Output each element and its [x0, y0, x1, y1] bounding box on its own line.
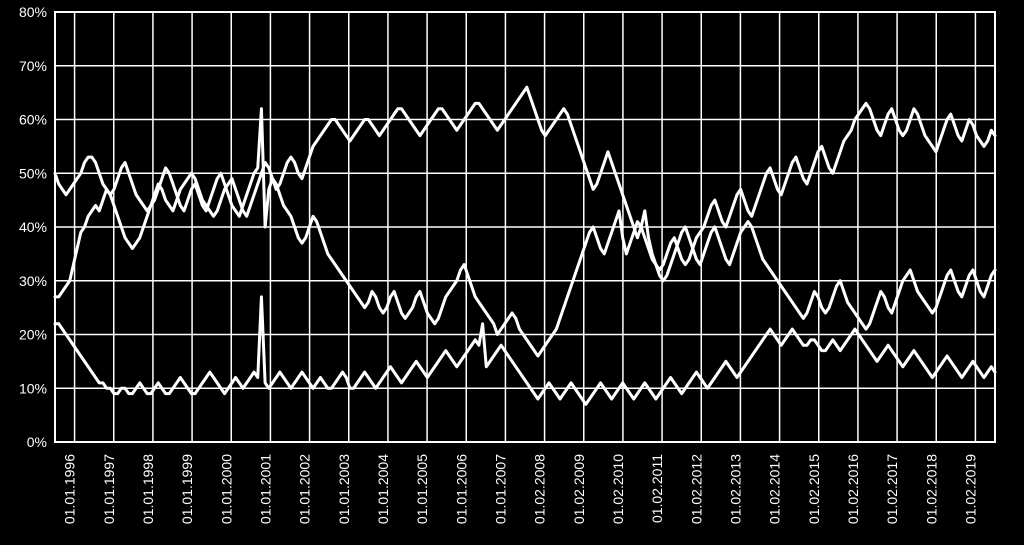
x-tick-label: 01.02.2008 [532, 454, 548, 524]
x-tick-label: 01.02.2015 [806, 454, 822, 524]
x-tick-label: 01.01.1997 [101, 454, 117, 524]
x-tick-label: 01.01.2000 [218, 454, 234, 524]
x-tick-label: 01.01.1996 [62, 454, 78, 524]
x-tick-label: 01.01.2005 [414, 454, 430, 524]
chart-container: 0% 10% 20% 30% 40% 50% 60% 70% 80% 01.01.1996 01.0… [0, 0, 1024, 545]
y-tick-label: 50% [19, 165, 47, 181]
y-tick-label: 0% [27, 434, 47, 450]
x-tick-label: 01.01.1999 [179, 454, 195, 524]
x-tick-label: 01.02.2013 [727, 454, 743, 524]
y-tick-label: 30% [19, 273, 47, 289]
x-tick-label: 01.02.2018 [923, 454, 939, 524]
y-tick-label: 80% [19, 4, 47, 20]
x-tick-label: 01.02.2017 [884, 454, 900, 524]
x-tick-label: 01.01.2003 [336, 454, 352, 524]
x-tick-label: 01.02.2012 [688, 454, 704, 524]
line-chart: 0% 10% 20% 30% 40% 50% 60% 70% 80% 01.01.1996 01.0… [0, 0, 1024, 545]
x-tick-label: 01.02.2009 [571, 454, 587, 524]
x-tick-label: 01.02.2019 [962, 454, 978, 524]
x-tick-label: 01.01.2004 [375, 454, 391, 524]
y-tick-label: 60% [19, 112, 47, 128]
y-tick-label: 70% [19, 58, 47, 74]
x-tick-label: 01.01.2002 [297, 454, 313, 524]
x-tick-label: 01.02.2016 [845, 454, 861, 524]
y-tick-label: 10% [19, 380, 47, 396]
x-tick-label: 01.02.2011 [649, 454, 665, 523]
x-tick-label: 01.01.2007 [492, 454, 508, 524]
y-tick-label: 20% [19, 327, 47, 343]
x-tick-label: 01.02.2014 [767, 454, 783, 524]
x-tick-label: 01.01.1998 [140, 454, 156, 524]
x-tick-label: 01.01.2006 [453, 454, 469, 524]
x-tick-label: 01.01.2001 [257, 454, 273, 524]
x-tick-label: 01.02.2010 [610, 454, 626, 524]
y-tick-label: 40% [19, 219, 47, 235]
